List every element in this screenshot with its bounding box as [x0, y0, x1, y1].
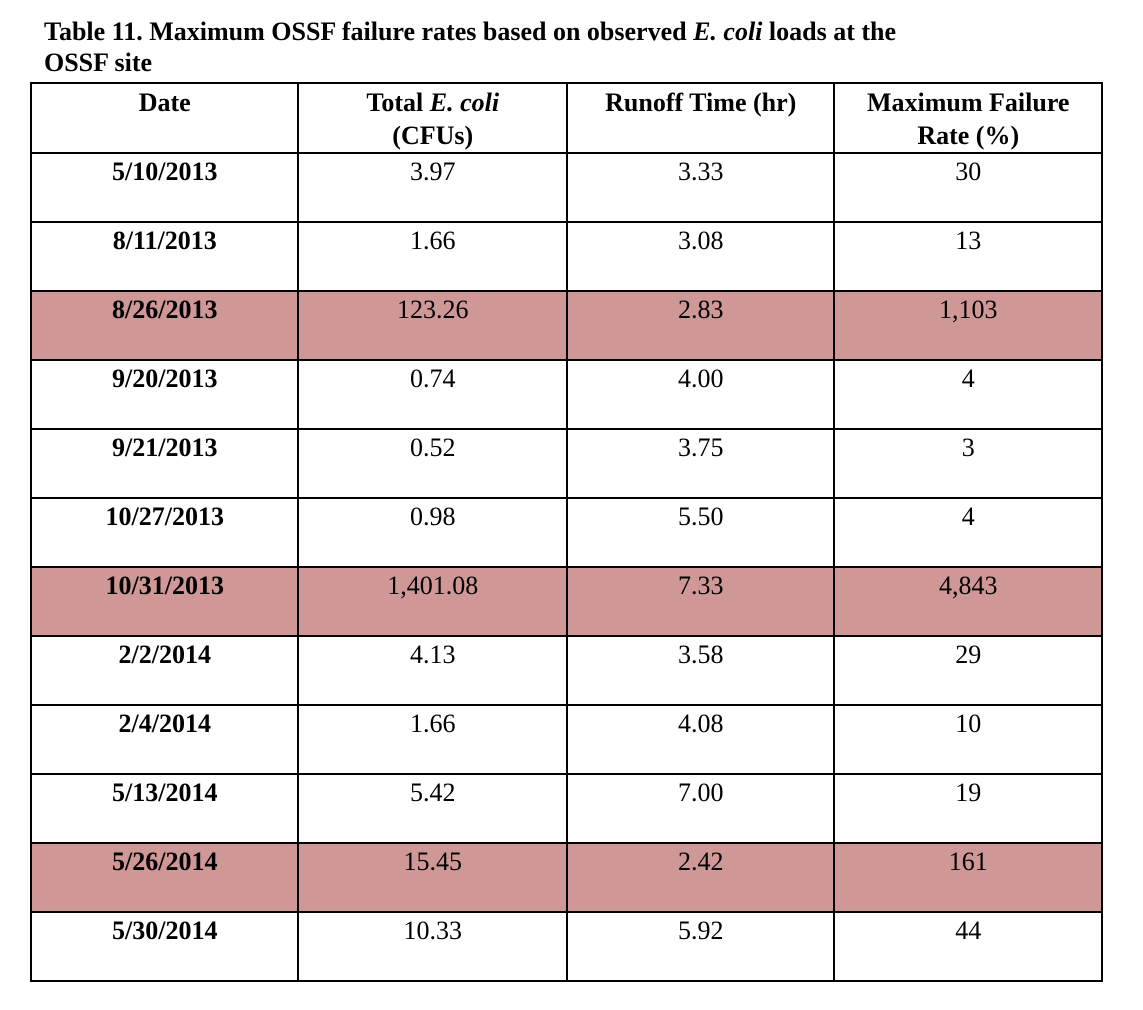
caption-suffix: loads at the	[762, 17, 897, 46]
failure-rate-table: Date Total E. coli (CFUs) Runoff Time (hr…	[29, 82, 1103, 982]
total-ecoli-cell: 3.97	[297, 152, 568, 223]
runoff-time-cell: 4.08	[565, 704, 836, 775]
header-date-label: Date	[138, 88, 191, 117]
max-failure-rate-cell: 30	[833, 152, 1103, 223]
date-cell: 10/31/2013	[29, 566, 300, 637]
table-row: 5/30/2014 10.33 5.92 44	[29, 911, 1103, 982]
date-cell: 10/27/2013	[29, 497, 300, 568]
total-ecoli-cell: 15.45	[297, 842, 568, 913]
table-row: 9/20/2013 0.74 4.00 4	[29, 359, 1103, 430]
max-failure-rate-cell: 44	[833, 911, 1103, 982]
table-row: 5/13/2014 5.42 7.00 19	[29, 773, 1103, 844]
runoff-time-cell: 4.00	[565, 359, 836, 430]
date-cell: 9/21/2013	[29, 428, 300, 499]
header-failure-line1: Maximum Failure	[867, 88, 1070, 117]
table-row: 10/27/2013 0.98 5.50 4	[29, 497, 1103, 568]
total-ecoli-cell: 0.98	[297, 497, 568, 568]
date-cell: 5/10/2013	[29, 152, 300, 223]
runoff-time-cell: 5.50	[565, 497, 836, 568]
table-row: 5/26/2014 15.45 2.42 161	[29, 842, 1103, 913]
date-cell: 5/13/2014	[29, 773, 300, 844]
table-row: 9/21/2013 0.52 3.75 3	[29, 428, 1103, 499]
total-ecoli-cell: 1,401.08	[297, 566, 568, 637]
runoff-time-cell: 3.08	[565, 221, 836, 292]
table-row: 2/2/2014 4.13 3.58 29	[29, 635, 1103, 706]
date-cell: 8/26/2013	[29, 290, 300, 361]
table-row: 2/4/2014 1.66 4.08 10	[29, 704, 1103, 775]
max-failure-rate-cell: 10	[833, 704, 1103, 775]
max-failure-rate-cell: 19	[833, 773, 1103, 844]
max-failure-rate-cell: 1,103	[833, 290, 1103, 361]
max-failure-rate-cell: 3	[833, 428, 1103, 499]
runoff-time-cell: 5.92	[565, 911, 836, 982]
runoff-time-cell: 7.00	[565, 773, 836, 844]
total-ecoli-cell: 0.74	[297, 359, 568, 430]
header-ecoli-prefix: Total	[366, 88, 430, 117]
max-failure-rate-cell: 4	[833, 497, 1103, 568]
total-ecoli-cell: 4.13	[297, 635, 568, 706]
caption-prefix: Table 11. Maximum OSSF failure rates bas…	[44, 17, 694, 46]
date-cell: 5/26/2014	[29, 842, 300, 913]
date-cell: 8/11/2013	[29, 221, 300, 292]
max-failure-rate-cell: 13	[833, 221, 1103, 292]
caption-line2: OSSF site	[44, 48, 153, 77]
total-ecoli-cell: 1.66	[297, 221, 568, 292]
header-max-failure-rate: Maximum Failure Rate (%)	[833, 82, 1103, 154]
header-failure-line2: Rate (%)	[917, 121, 1020, 150]
table-row: 10/31/2013 1,401.08 7.33 4,843	[29, 566, 1103, 637]
runoff-time-cell: 7.33	[565, 566, 836, 637]
table-body: 5/10/2013 3.97 3.33 30 8/11/2013 1.66 3.08 13 8/…	[29, 152, 1103, 982]
total-ecoli-cell: 10.33	[297, 911, 568, 982]
date-cell: 5/30/2014	[29, 911, 300, 982]
date-cell: 2/2/2014	[29, 635, 300, 706]
runoff-time-cell: 3.33	[565, 152, 836, 223]
header-ecoli-species: E. coli	[429, 88, 500, 117]
header-runoff-time: Runoff Time (hr)	[565, 82, 836, 154]
max-failure-rate-cell: 29	[833, 635, 1103, 706]
runoff-time-cell: 2.42	[565, 842, 836, 913]
runoff-time-cell: 2.83	[565, 290, 836, 361]
table-row: 8/11/2013 1.66 3.08 13	[29, 221, 1103, 292]
header-row: Date Total E. coli (CFUs) Runoff Time (hr…	[29, 82, 1103, 154]
header-ecoli-unit: (CFUs)	[392, 121, 474, 150]
total-ecoli-cell: 5.42	[297, 773, 568, 844]
caption-species: E. coli	[693, 17, 763, 46]
table-header: Date Total E. coli (CFUs) Runoff Time (hr…	[29, 82, 1103, 154]
table-caption: Table 11. Maximum OSSF failure rates bas…	[44, 16, 1104, 78]
max-failure-rate-cell: 4	[833, 359, 1103, 430]
runoff-time-cell: 3.75	[565, 428, 836, 499]
total-ecoli-cell: 0.52	[297, 428, 568, 499]
table-row: 8/26/2013 123.26 2.83 1,103	[29, 290, 1103, 361]
max-failure-rate-cell: 4,843	[833, 566, 1103, 637]
runoff-time-cell: 3.58	[565, 635, 836, 706]
table-row: 5/10/2013 3.97 3.33 30	[29, 152, 1103, 223]
header-runoff-label: Runoff Time (hr)	[605, 88, 797, 117]
header-total-ecoli: Total E. coli (CFUs)	[297, 82, 568, 154]
date-cell: 2/4/2014	[29, 704, 300, 775]
max-failure-rate-cell: 161	[833, 842, 1103, 913]
header-date: Date	[29, 82, 300, 154]
total-ecoli-cell: 123.26	[297, 290, 568, 361]
date-cell: 9/20/2013	[29, 359, 300, 430]
total-ecoli-cell: 1.66	[297, 704, 568, 775]
